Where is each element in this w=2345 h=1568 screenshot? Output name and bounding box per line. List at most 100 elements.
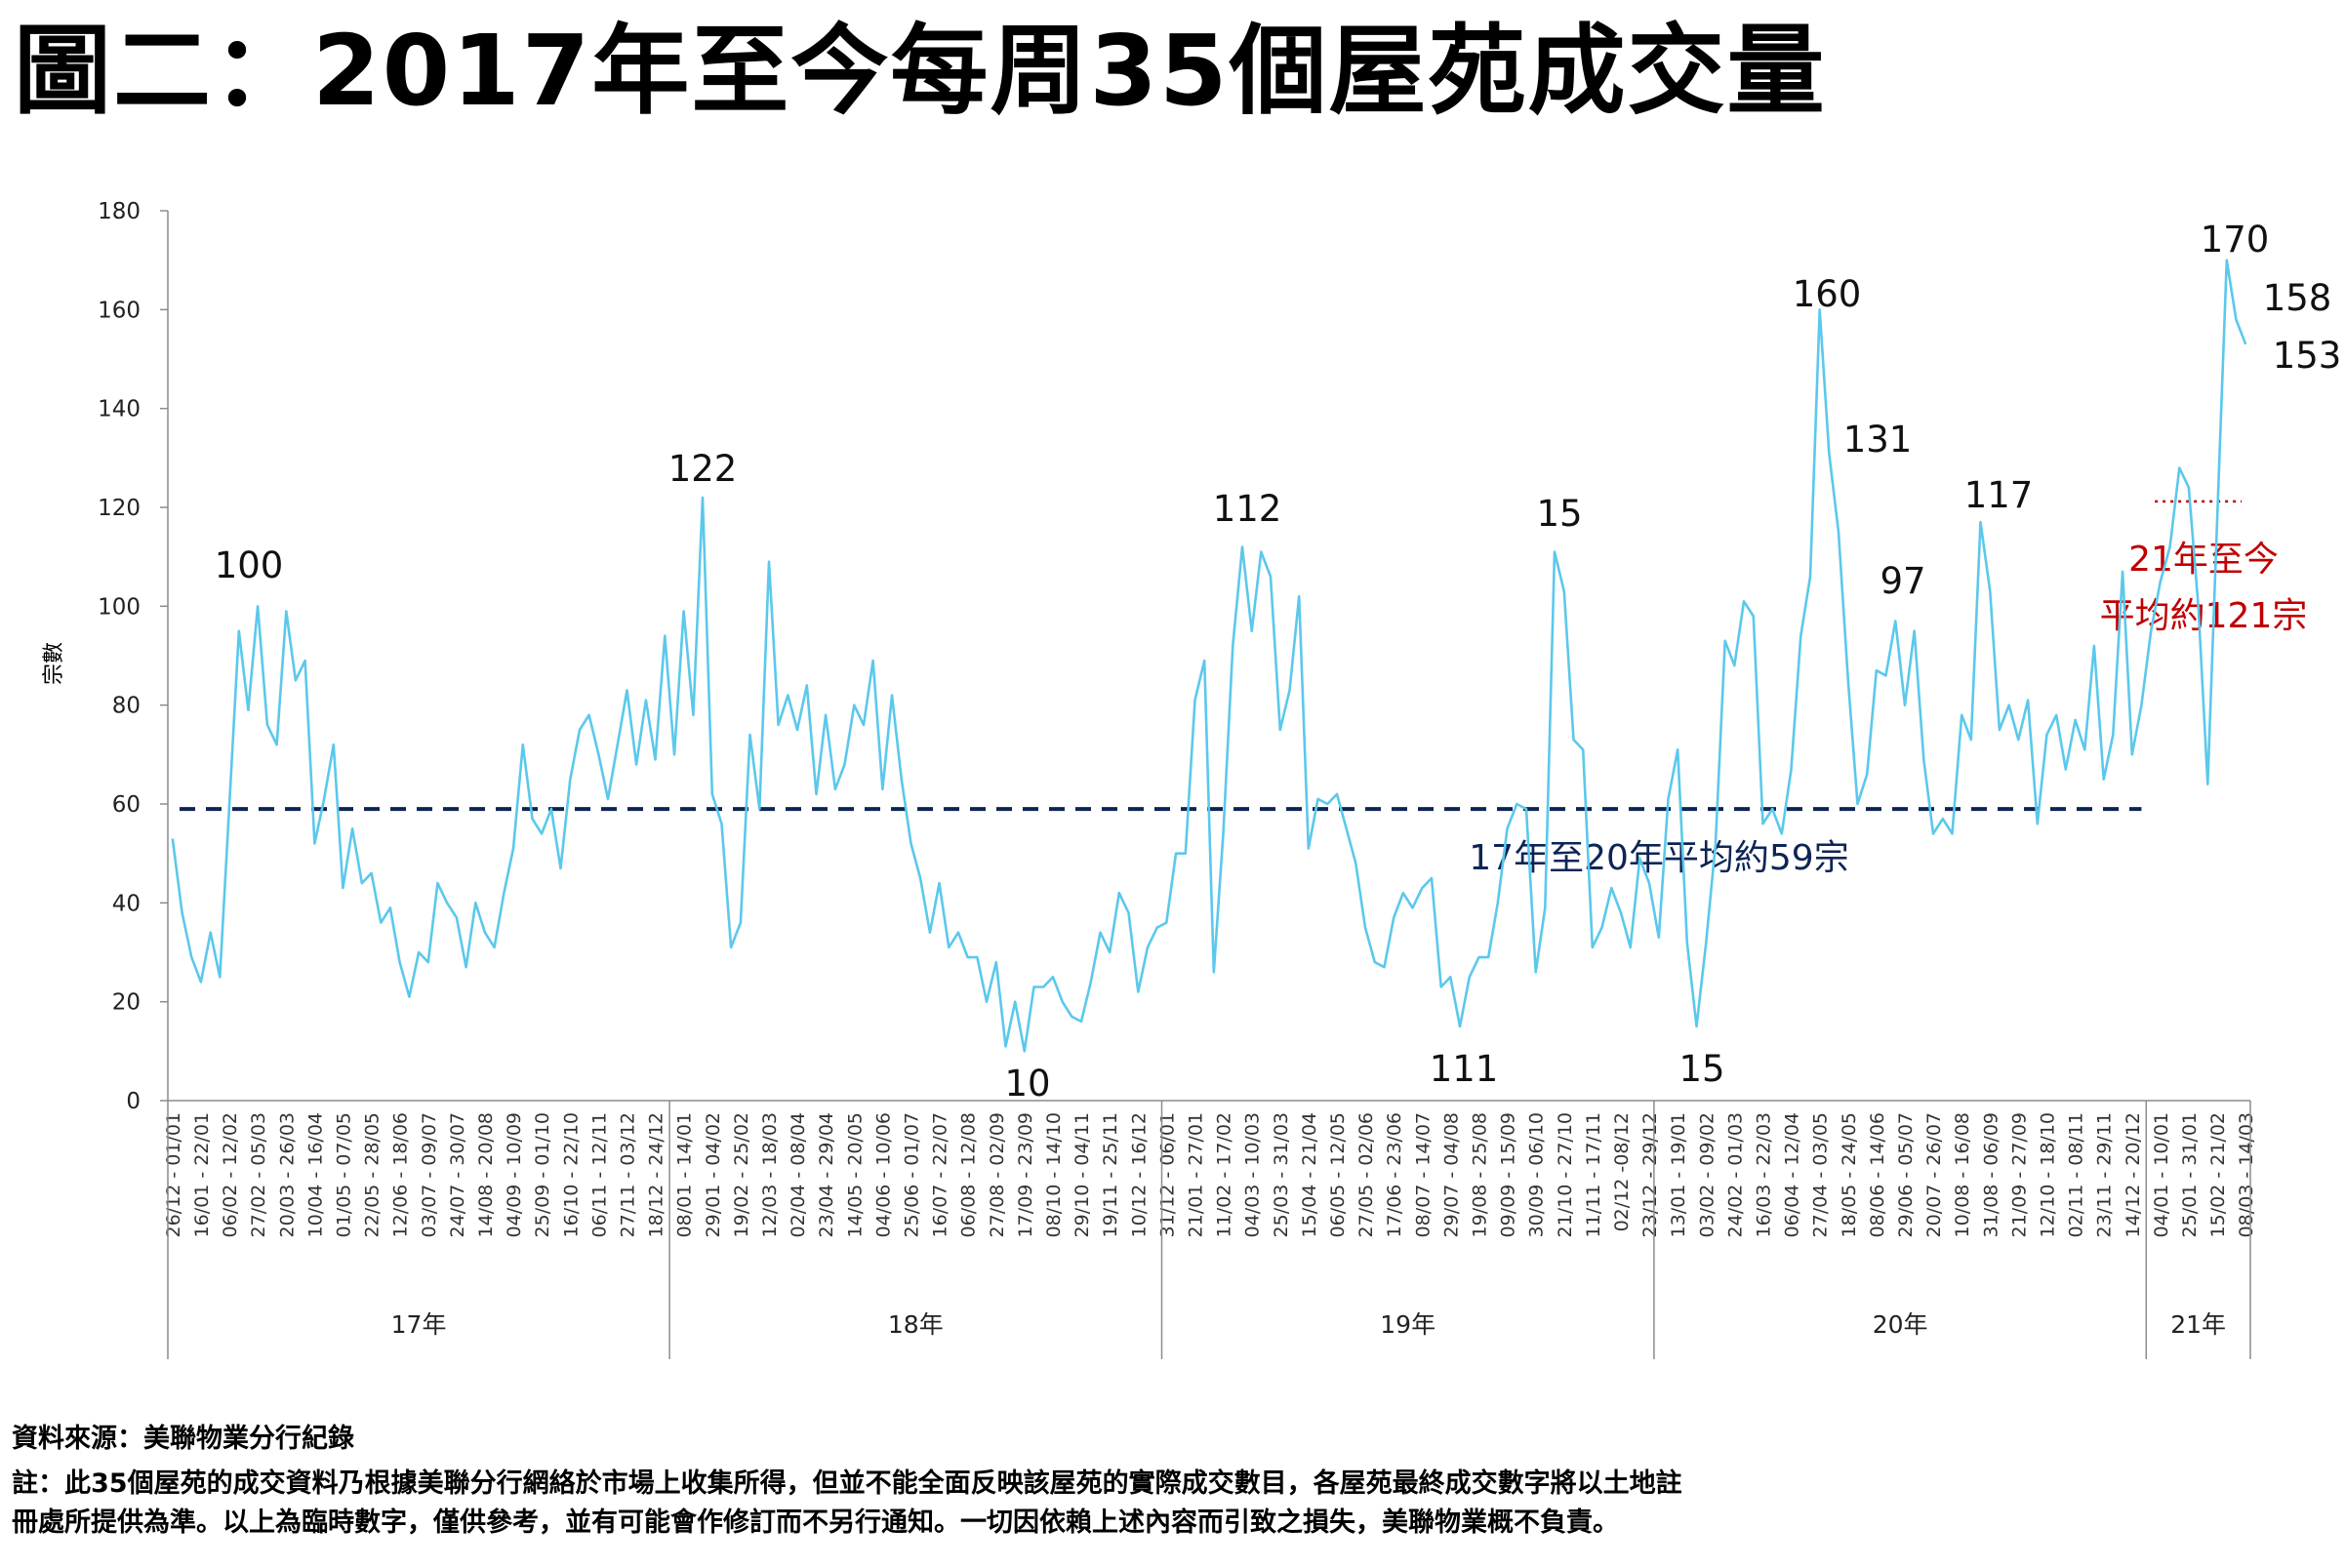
peak-label: 111 [1430, 1048, 1499, 1090]
x-tick-label: 20/07 - 26/07 [1923, 1112, 1945, 1237]
y-tick-label: 180 [98, 199, 141, 224]
x-tick-label: 04/03 - 10/03 [1242, 1112, 1264, 1237]
peak-label: 122 [668, 448, 738, 490]
x-tick-label: 25/03 - 31/03 [1271, 1112, 1292, 1237]
x-tick-label: 14/12 - 20/12 [2123, 1112, 2144, 1237]
x-tick-label: 11/02 - 17/02 [1214, 1112, 1235, 1237]
x-tick-label: 15/02 - 21/02 [2207, 1112, 2229, 1237]
x-tick-label: 17/06 - 23/06 [1384, 1112, 1405, 1237]
x-tick-label: 12/06 - 18/06 [390, 1112, 412, 1237]
average-label-2017-2020: 17年至20年平均約59宗 [1469, 838, 1848, 878]
x-tick-label: 25/09 - 01/10 [532, 1112, 553, 1237]
x-tick-label: 04/06 - 10/06 [872, 1112, 894, 1237]
x-tick-label: 15/04 - 21/04 [1299, 1112, 1320, 1237]
x-tick-label: 27/11 - 03/12 [617, 1112, 638, 1237]
x-tick-label: 08/10 - 14/10 [1043, 1112, 1065, 1237]
average-label-2021-line1: 21年至今 [2128, 540, 2279, 580]
y-tick-label: 60 [112, 792, 141, 818]
x-tick-label: 03/07 - 09/07 [419, 1112, 440, 1237]
x-tick-label: 21/09 - 27/09 [2008, 1112, 2030, 1237]
x-tick-label: 19/11 - 25/11 [1100, 1112, 1121, 1237]
disclaimer-line-2: 冊處所提供為準。以上為臨時數字，僅供參考，並有可能會作修訂而不另行通知。一切因依… [12, 1508, 1619, 1538]
disclaimer-line-1: 註：此35個屋苑的成交資料乃根據美聯分行網絡於市場上收集所得，但並不能全面反映該… [12, 1468, 1682, 1499]
y-tick-label: 20 [112, 990, 141, 1016]
x-tick-label: 24/02 - 01/03 [1724, 1112, 1746, 1237]
x-tick-label: 18/05 - 24/05 [1839, 1112, 1860, 1237]
x-tick-label: 27/02 - 05/03 [248, 1112, 269, 1237]
x-tick-label: 06/04 - 12/04 [1782, 1112, 1803, 1237]
x-tick-label: 06/08 - 12/08 [958, 1112, 980, 1237]
x-tick-label: 23/11 - 29/11 [2094, 1112, 2116, 1237]
x-tick-label: 23/12 - 29/12 [1639, 1112, 1661, 1237]
source-note: 資料來源：美聯物業分行紀錄 [12, 1424, 354, 1454]
x-tick-label: 22/05 - 28/05 [362, 1112, 384, 1237]
y-tick-label: 0 [126, 1089, 141, 1114]
x-tick-label: 25/01 - 31/01 [2179, 1112, 2201, 1237]
x-tick-label: 12/03 - 18/03 [759, 1112, 781, 1237]
x-tick-label: 24/07 - 30/07 [447, 1112, 468, 1237]
x-tick-label: 27/05 - 02/06 [1355, 1112, 1377, 1237]
year-label: 17年 [391, 1310, 447, 1339]
x-tick-label: 25/06 - 01/07 [901, 1112, 922, 1237]
y-tick-label: 40 [112, 891, 141, 916]
x-tick-label: 30/09 - 06/10 [1526, 1112, 1548, 1237]
year-label: 21年 [2170, 1310, 2226, 1339]
x-tick-label: 29/07 - 04/08 [1440, 1112, 1462, 1237]
peak-annotations: 100 122 10 112 15 111 15 160 131 97 117 170 158 153 [215, 219, 2342, 1105]
x-tick-label: 23/04 - 29/04 [816, 1112, 837, 1237]
x-tick-label: 02/04 - 08/04 [788, 1112, 809, 1237]
x-tick-label: 10/12 - 16/12 [1128, 1112, 1150, 1237]
x-tick-label: 01/05 - 07/05 [333, 1112, 354, 1237]
x-tick-label: 29/01 - 04/02 [703, 1112, 724, 1237]
y-axis: 0 20 40 60 80 100 120 140 160 180 [98, 199, 169, 1114]
x-tick-label: 18/12 - 24/12 [646, 1112, 667, 1237]
year-label: 19年 [1380, 1310, 1435, 1339]
line-chart: 0 20 40 60 80 100 120 140 160 180 宗數 26/12 - 01/0… [42, 199, 2342, 1359]
y-axis-label: 宗數 [42, 642, 66, 685]
y-tick-label: 100 [98, 594, 141, 620]
x-tick-label: 29/06 - 05/07 [1895, 1112, 1917, 1237]
x-tick-label: 16/01 - 22/01 [191, 1112, 213, 1237]
peak-label: 117 [1964, 474, 2034, 516]
x-tick-label: 06/02 - 12/02 [220, 1112, 241, 1237]
x-tick-label: 31/08 - 06/09 [1980, 1112, 2001, 1237]
peak-label: 158 [2263, 277, 2332, 319]
x-tick-label: 19/08 - 25/08 [1469, 1112, 1490, 1237]
x-tick-label: 04/01 - 10/01 [2151, 1112, 2172, 1237]
x-tick-label: 06/05 - 12/05 [1327, 1112, 1349, 1237]
x-tick-label: 20/03 - 26/03 [276, 1112, 298, 1237]
x-tick-label: 11/11 - 17/11 [1583, 1112, 1604, 1237]
x-tick-label: 16/03 - 22/03 [1753, 1112, 1774, 1237]
page-title: 圖二：2017年至今每周35個屋苑成交量 [14, 14, 1827, 128]
y-tick-label: 80 [112, 694, 141, 719]
peak-label: 170 [2201, 219, 2270, 261]
x-tick-label: 04/09 - 10/09 [504, 1112, 525, 1237]
peak-label: 160 [1793, 273, 1862, 315]
x-tick-label: 14/05 - 20/05 [844, 1112, 866, 1237]
y-tick-label: 140 [98, 397, 141, 422]
peak-label: 15 [1678, 1048, 1724, 1090]
x-tick-label: 26/12 - 01/01 [163, 1112, 184, 1237]
y-tick-label: 120 [98, 496, 141, 521]
y-tick-label: 160 [98, 298, 141, 323]
peak-label: 100 [215, 544, 284, 586]
x-tick-label: 12/10 - 18/10 [2037, 1112, 2058, 1237]
x-tick-label: 08/01 - 14/01 [674, 1112, 696, 1237]
x-tick-label: 06/11 - 12/11 [588, 1112, 610, 1237]
x-tick-label: 16/10 - 22/10 [560, 1112, 582, 1237]
x-tick-label: 21/10 - 27/10 [1555, 1112, 1576, 1237]
x-tick-label: 02/11 - 08/11 [2066, 1112, 2087, 1237]
x-tick-label: 29/10 - 04/11 [1071, 1112, 1093, 1237]
x-tick-label: 08/03 - 14/03 [2236, 1112, 2257, 1237]
x-tick-label: 19/02 - 25/02 [731, 1112, 752, 1237]
x-tick-label: 09/09 - 15/09 [1498, 1112, 1519, 1237]
x-tick-label: 27/08 - 02/09 [987, 1112, 1008, 1237]
peak-label: 112 [1213, 488, 1282, 530]
year-label: 18年 [888, 1310, 944, 1339]
peak-label: 131 [1843, 419, 1913, 461]
series-line [171, 259, 2247, 1053]
x-tick-label: 27/04 - 03/05 [1810, 1112, 1832, 1237]
x-tick-label: 10/08 - 16/08 [1952, 1112, 1973, 1237]
peak-label: 10 [1004, 1063, 1050, 1105]
x-tick-label: 02/12 -08/12 [1611, 1112, 1633, 1231]
